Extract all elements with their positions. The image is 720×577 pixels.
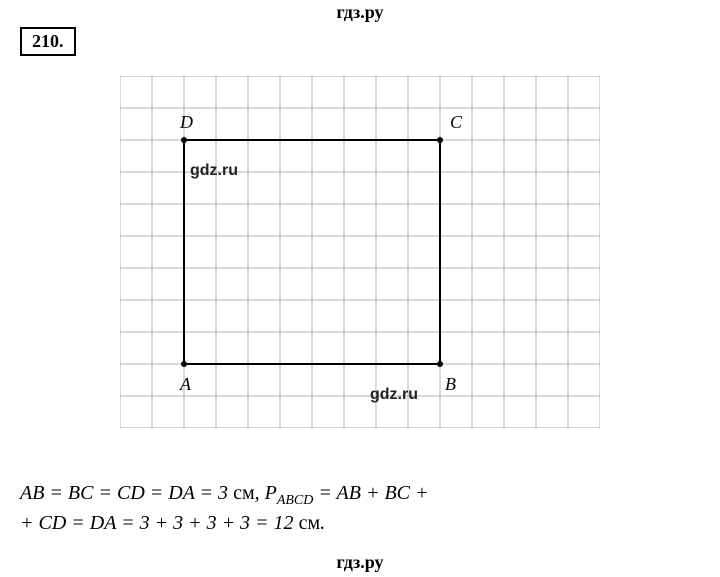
eq-line1-b: , P bbox=[255, 482, 277, 504]
grid-figure: D C A B gdz.ru gdz.ru bbox=[120, 76, 600, 426]
site-footer: гдз.ру bbox=[0, 552, 720, 573]
eq-line2-a: + CD = DA = 3 + 3 + 3 + 3 = 12 bbox=[20, 512, 299, 534]
vertex-label-B: B bbox=[445, 374, 456, 395]
eq-unit-2: см bbox=[299, 512, 321, 534]
eq-sub-abcd: ABCD bbox=[277, 493, 314, 508]
watermark-2: gdz.ru bbox=[370, 386, 418, 404]
eq-line1-a: AB = BC = CD = DA = 3 bbox=[20, 482, 233, 504]
site-header: гдз.ру bbox=[0, 0, 720, 27]
eq-unit-1: см bbox=[233, 482, 255, 504]
solution-equations: AB = BC = CD = DA = 3 см, PABCD = AB + B… bbox=[20, 480, 700, 536]
watermark-1: gdz.ru bbox=[190, 162, 238, 180]
vertex-label-A: A bbox=[180, 374, 191, 395]
vertex-label-C: C bbox=[450, 112, 462, 133]
eq-line2-b: . bbox=[320, 512, 325, 534]
vertex-label-D: D bbox=[180, 112, 193, 133]
eq-line1-c: = AB + BC + bbox=[313, 482, 428, 504]
problem-number-box: 210. bbox=[20, 27, 76, 56]
